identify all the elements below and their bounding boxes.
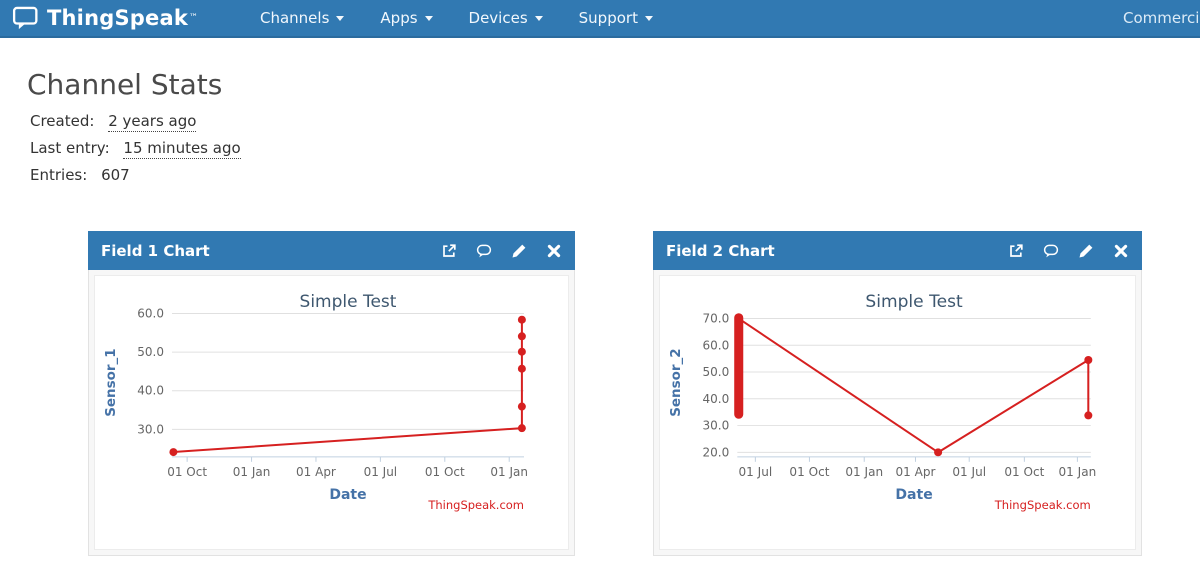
thingspeak-brand[interactable]: ThingSpeak ™ (12, 6, 198, 30)
caret-down-icon (424, 15, 433, 21)
nav-item-support[interactable]: Support (579, 9, 653, 27)
external-link-icon[interactable] (441, 243, 457, 259)
field1-panel-header: Field 1 Chart (88, 231, 575, 270)
nav-item-commercial-use[interactable]: Commercial Use (1123, 9, 1200, 27)
last-entry-value: 15 minutes ago (123, 139, 241, 159)
nav-menu: Channels Apps Devices Support (260, 9, 653, 27)
comment-icon[interactable] (1043, 243, 1059, 259)
svg-text:01 Jan: 01 Jan (233, 465, 271, 479)
created-value: 2 years ago (108, 112, 197, 132)
svg-text:ThingSpeak.com: ThingSpeak.com (427, 498, 524, 512)
svg-text:01 Apr: 01 Apr (895, 465, 935, 479)
last-entry-label: Last entry: (30, 139, 110, 157)
svg-text:01 Jul: 01 Jul (364, 465, 398, 479)
created-label: Created: (30, 112, 95, 130)
entries-value: 607 (101, 166, 130, 184)
field1-chart-card: 30.0 40.0 50.0 60.0 01 Oct 01 Jan 01 Apr 01 Jul… (94, 275, 569, 550)
nav-item-label: Apps (380, 9, 418, 27)
svg-text:50.0: 50.0 (137, 345, 164, 359)
nav-item-apps[interactable]: Apps (380, 9, 433, 27)
svg-text:Simple Test: Simple Test (300, 291, 397, 311)
svg-text:01 Oct: 01 Oct (167, 465, 207, 479)
caret-down-icon (336, 15, 345, 21)
panel-title: Field 1 Chart (101, 241, 210, 260)
nav-item-devices[interactable]: Devices (469, 9, 543, 27)
close-icon[interactable] (546, 243, 562, 259)
field1-chart-panel: Field 1 Chart (88, 231, 575, 556)
svg-text:Simple Test: Simple Test (865, 292, 963, 312)
last-entry-row: Last entry: 15 minutes ago (30, 139, 241, 159)
svg-text:01 Jul: 01 Jul (952, 465, 986, 479)
brand-name: ThingSpeak (47, 6, 188, 30)
nav-item-channels[interactable]: Channels (260, 9, 345, 27)
svg-text:30.0: 30.0 (702, 419, 729, 433)
pencil-icon[interactable] (1078, 243, 1094, 259)
field2-panel-header: Field 2 Chart (653, 231, 1142, 270)
panel-title: Field 2 Chart (666, 241, 775, 260)
created-row: Created: 2 years ago (30, 112, 241, 132)
nav-item-label: Channels (260, 9, 330, 27)
svg-text:ThingSpeak.com: ThingSpeak.com (994, 498, 1091, 512)
svg-text:40.0: 40.0 (137, 384, 164, 398)
svg-text:20.0: 20.0 (702, 445, 729, 459)
nav-item-label: Support (578, 9, 638, 27)
svg-text:01 Jan: 01 Jan (1059, 465, 1097, 479)
panel-header-icons (441, 243, 562, 259)
field2-chart-svg: 20.0 30.0 40.0 50.0 60.0 70.0 01 Jul 01 Oct 01 J… (668, 292, 1097, 512)
speech-bubble-logo-icon (12, 6, 38, 30)
field2-chart-panel: Field 2 Chart (653, 231, 1142, 556)
svg-text:40.0: 40.0 (702, 392, 729, 406)
svg-text:01 Jan: 01 Jan (845, 465, 883, 479)
pencil-icon[interactable] (511, 243, 527, 259)
svg-text:Sensor_2: Sensor_2 (668, 348, 684, 416)
caret-down-icon (534, 15, 543, 21)
page-title: Channel Stats (27, 68, 223, 101)
svg-text:01 Oct: 01 Oct (425, 465, 465, 479)
external-link-icon[interactable] (1008, 243, 1024, 259)
channel-stats-block: Created: 2 years ago Last entry: 15 minu… (30, 112, 241, 193)
svg-text:30.0: 30.0 (137, 422, 164, 436)
panel-header-icons (1008, 243, 1129, 259)
svg-text:60.0: 60.0 (137, 307, 164, 321)
comment-icon[interactable] (476, 243, 492, 259)
svg-text:Sensor_1: Sensor_1 (103, 348, 119, 416)
svg-text:60.0: 60.0 (702, 338, 729, 352)
svg-text:50.0: 50.0 (702, 365, 729, 379)
svg-text:Date: Date (895, 487, 932, 503)
caret-down-icon (644, 15, 653, 21)
nav-item-label: Devices (468, 9, 528, 27)
svg-text:01 Apr: 01 Apr (296, 465, 336, 479)
svg-text:01 Jan: 01 Jan (490, 465, 528, 479)
entries-label: Entries: (30, 166, 88, 184)
panel-body: 30.0 40.0 50.0 60.0 01 Oct 01 Jan 01 Apr 01 Jul… (88, 270, 575, 556)
close-icon[interactable] (1113, 243, 1129, 259)
svg-text:70.0: 70.0 (702, 312, 729, 326)
entries-row: Entries: 607 (30, 166, 241, 184)
svg-text:01 Oct: 01 Oct (789, 465, 829, 479)
field1-chart-svg: 30.0 40.0 50.0 60.0 01 Oct 01 Jan 01 Apr 01 Jul… (103, 291, 528, 512)
panel-body: 20.0 30.0 40.0 50.0 60.0 70.0 01 Jul 01 Oct 01 J… (653, 270, 1142, 556)
navbar: ThingSpeak ™ Channels Apps Devices Suppo… (0, 0, 1200, 38)
svg-text:Date: Date (329, 487, 366, 503)
brand-trademark: ™ (189, 13, 198, 23)
field2-chart-card: 20.0 30.0 40.0 50.0 60.0 70.0 01 Jul 01 Oct 01 J… (659, 275, 1136, 550)
svg-text:01 Jul: 01 Jul (739, 465, 773, 479)
svg-text:01 Oct: 01 Oct (1004, 465, 1044, 479)
